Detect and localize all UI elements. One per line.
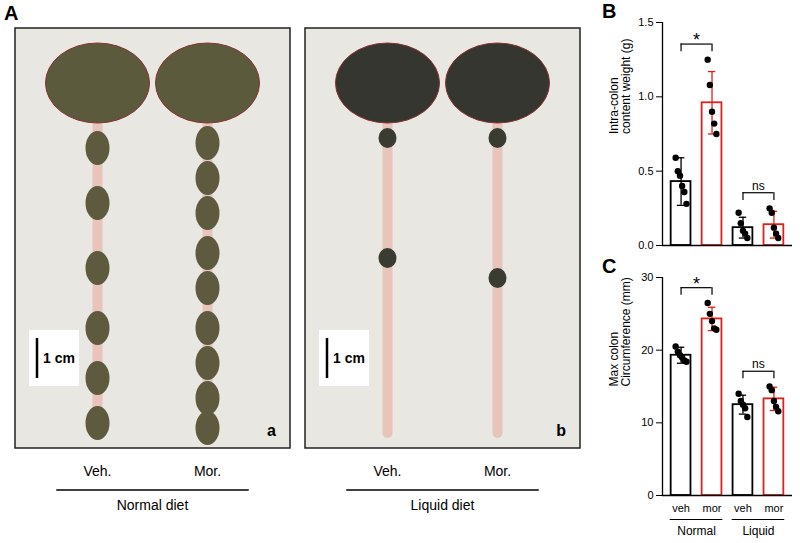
svg-text:1.0: 1.0: [638, 90, 653, 102]
svg-text:b: b: [556, 422, 566, 439]
svg-text:mor: mor: [703, 502, 722, 514]
svg-text:*: *: [693, 274, 700, 294]
svg-text:0.0: 0.0: [638, 239, 653, 251]
html-text:C: C: [602, 255, 617, 277]
svg-text:A: A: [4, 2, 18, 24]
html-text:B: B: [602, 0, 617, 22]
svg-text:Intra-coloncontent weight (g): Intra-coloncontent weight (g): [607, 39, 633, 134]
svg-text:veh: veh: [672, 502, 690, 514]
svg-text:Mor.: Mor.: [194, 463, 221, 479]
svg-text:Max colonCircumference (mm): Max colonCircumference (mm): [607, 277, 633, 386]
svg-text:0.5: 0.5: [638, 165, 653, 177]
svg-text:0: 0: [647, 489, 653, 501]
svg-text:1.5: 1.5: [638, 16, 653, 28]
svg-text:a: a: [267, 422, 276, 439]
svg-text:*: *: [693, 30, 700, 50]
svg-text:Veh.: Veh.: [83, 463, 111, 479]
svg-text:veh: veh: [734, 502, 752, 514]
svg-text:10: 10: [641, 416, 653, 428]
svg-text:Liquid diet: Liquid diet: [411, 497, 475, 513]
svg-text:30: 30: [641, 271, 653, 283]
svg-text:Mor.: Mor.: [484, 463, 511, 479]
svg-text:ns: ns: [752, 357, 765, 371]
svg-text:Liquid: Liquid: [742, 524, 774, 538]
svg-text:Normal: Normal: [677, 524, 716, 538]
svg-text:Normal diet: Normal diet: [117, 497, 189, 513]
svg-text:Veh.: Veh.: [373, 463, 401, 479]
svg-text:1 cm: 1 cm: [333, 350, 365, 366]
svg-text:mor: mor: [764, 502, 783, 514]
svg-text:ns: ns: [752, 179, 765, 193]
svg-text:20: 20: [641, 344, 653, 356]
svg-text:1 cm: 1 cm: [43, 350, 75, 366]
